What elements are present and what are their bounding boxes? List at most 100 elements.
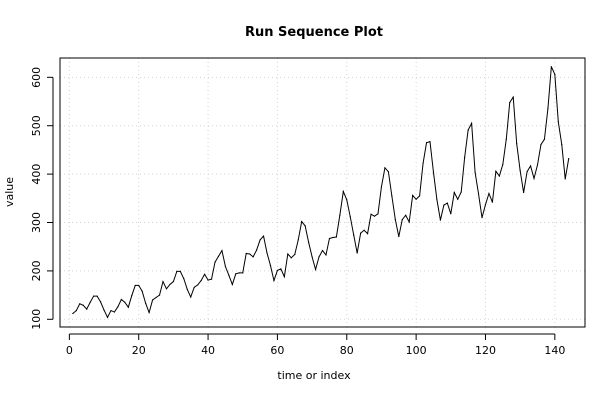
data-point [484,204,487,206]
data-point [502,163,504,166]
data-point [540,143,542,146]
data-point [228,274,230,276]
data-point [533,177,535,180]
data-point [86,308,88,310]
data-point [405,214,407,216]
data-point [127,306,129,308]
y-tick-label: 100 [30,309,43,330]
data-point [148,311,150,314]
y-tick-label: 400 [30,164,43,185]
data-point [349,216,351,218]
data-point [238,272,240,274]
data-point [75,309,77,312]
plot-frame [59,57,586,328]
data-point [82,304,84,306]
data-point [554,73,556,76]
data-point [519,170,521,172]
data-point [415,198,417,200]
data-point [523,191,525,194]
series-line [72,66,570,319]
data-point [557,121,559,123]
data-point [158,294,161,296]
data-point [190,296,192,298]
data-point [141,290,143,292]
data-point [377,213,379,215]
data-point [207,279,209,281]
grid-lines [60,58,585,327]
data-point [384,167,386,169]
data-point [297,239,299,241]
data-point [498,175,500,177]
data-point [290,257,292,259]
data-point [266,252,268,254]
data-point [252,256,254,258]
data-point [516,143,518,145]
data-point [169,283,171,286]
data-point [335,236,337,238]
data-point [425,142,428,144]
data-point [380,186,383,188]
data-point [183,278,185,280]
data-point [308,241,310,243]
data-point [224,265,227,268]
data-point [186,288,188,290]
data-point [99,301,102,303]
data-point [217,255,220,257]
data-point [453,191,455,194]
data-point [235,273,237,275]
data-point [242,272,244,274]
data-point [262,235,265,237]
data-point [165,288,168,290]
data-point [138,284,140,287]
data-point [536,164,539,166]
x-tick-label: 20 [132,344,146,357]
y-tick-label: 500 [30,115,43,136]
data-point [509,101,511,104]
y-axis: 100 200 300 400 500 600 [30,67,54,330]
data-point [467,129,469,131]
data-point [432,171,435,173]
data-point [304,225,306,227]
data-point [477,193,480,195]
data-point [391,195,393,197]
data-point [134,284,136,287]
y-tick-label: 600 [30,67,43,88]
data-point [294,253,296,256]
data-point [332,236,334,239]
data-point [273,279,275,282]
data-point [439,219,441,221]
y-axis-label: value [3,177,16,207]
x-tick-label: 0 [66,344,73,357]
data-point [387,171,389,173]
data-point [120,298,122,301]
data-point [231,283,233,286]
x-tick-label: 40 [201,344,215,357]
data-point [301,220,303,223]
x-tick-label: 140 [544,344,565,357]
data-point [269,264,272,267]
data-point [366,233,369,235]
data-point [429,141,431,143]
x-tick-label: 120 [475,344,496,357]
data-point [110,309,112,312]
data-point [325,254,327,256]
data-point [370,213,372,215]
data-point [464,156,466,158]
data-point [568,158,570,160]
data-point [79,303,81,305]
data-point [172,280,174,283]
data-point [287,253,289,255]
data-point [356,252,358,254]
data-point [124,301,126,303]
data-point [495,170,497,172]
data-point [155,296,157,299]
data-point [249,253,251,255]
data-point [72,312,74,315]
data-point [328,237,331,240]
data-point [259,239,261,241]
data-point [176,270,178,272]
data-point [103,309,105,311]
data-point [311,256,313,258]
data-point [457,198,459,200]
data-point [280,268,282,270]
